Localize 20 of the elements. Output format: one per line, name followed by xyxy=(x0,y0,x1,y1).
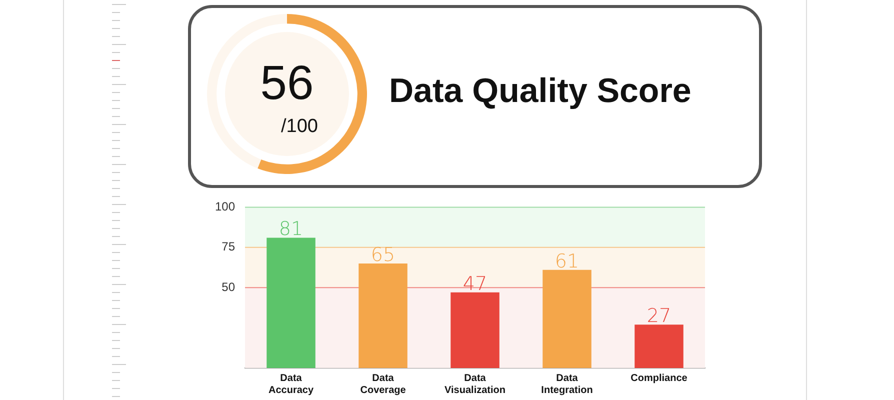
text: 56 xyxy=(259,56,315,111)
x-tick-label: Data Coverage xyxy=(360,372,406,396)
text: /100 xyxy=(281,116,318,138)
bar xyxy=(358,263,408,368)
text: Data Quality Score xyxy=(389,72,692,111)
y-tick-label: 100 xyxy=(214,200,236,214)
bar xyxy=(634,324,684,368)
y-tick-label: 50 xyxy=(222,280,236,294)
y-tick-label: 75 xyxy=(222,240,236,254)
x-tick-label: Compliance xyxy=(630,372,688,384)
data-label: 27 xyxy=(646,305,672,328)
bar xyxy=(450,292,500,368)
bar xyxy=(266,238,316,368)
data-label: 81 xyxy=(278,218,304,240)
x-tick-label: Data Visualization xyxy=(444,372,506,396)
data-label: 65 xyxy=(370,244,396,266)
x-tick-label: Data Integration xyxy=(541,372,593,396)
data-label: 61 xyxy=(554,250,580,272)
bar xyxy=(542,270,592,368)
x-tick-label: Data Accuracy xyxy=(268,372,314,396)
